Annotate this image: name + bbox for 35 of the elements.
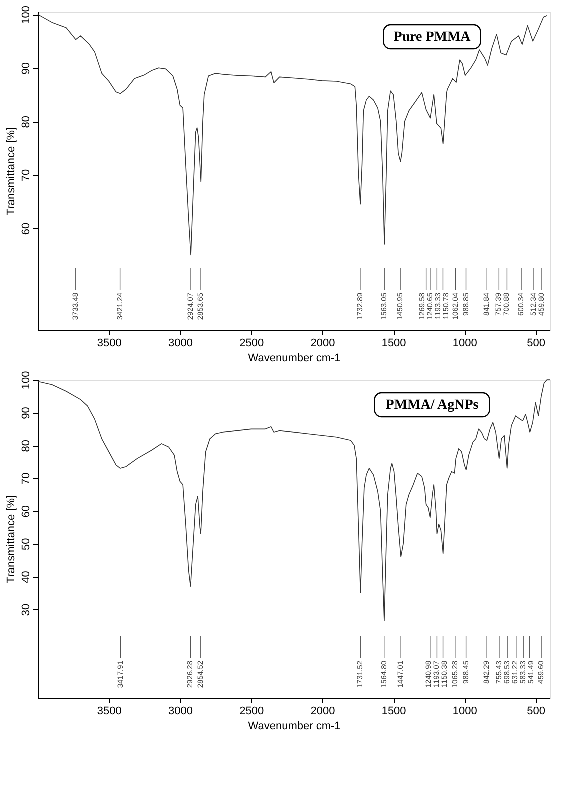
y-tick-label: 70 bbox=[20, 169, 32, 182]
text: PMMA/ AgNPs bbox=[386, 398, 480, 413]
x-tick-label: 3000 bbox=[168, 338, 193, 350]
y-tick-label: 90 bbox=[20, 407, 32, 420]
y-tick-label: 80 bbox=[20, 440, 32, 452]
x-tick-label: 1000 bbox=[452, 706, 478, 718]
x-tick-label: 3500 bbox=[97, 338, 122, 350]
x-tick-label: 3500 bbox=[97, 706, 122, 718]
y-tick-label: 70 bbox=[20, 472, 32, 485]
x-tick-label: 500 bbox=[527, 338, 546, 350]
x-tick-label: 500 bbox=[527, 706, 546, 718]
x-tick-label: 2000 bbox=[310, 338, 336, 350]
line-series bbox=[38, 14, 548, 256]
y-tick-label: 80 bbox=[20, 116, 32, 128]
y-tick-label: 60 bbox=[20, 506, 32, 518]
x-axis-title: Wavenumber cm-1 bbox=[248, 720, 341, 732]
y-tick-label: 90 bbox=[20, 62, 32, 75]
y-tick-label: 30 bbox=[20, 604, 32, 616]
x-tick-label: 1500 bbox=[382, 338, 406, 350]
y-tick-label: 60 bbox=[20, 222, 32, 236]
y-tick-label: 100 bbox=[20, 371, 32, 390]
line-series bbox=[38, 380, 550, 622]
x-tick-label: 3000 bbox=[168, 706, 193, 718]
y-axis-title: Transmittance [%] bbox=[6, 127, 18, 216]
y-tick-label: 50 bbox=[20, 538, 32, 551]
x-axis-title: Wavenumber cm-1 bbox=[248, 352, 341, 364]
text: Pure PMMA bbox=[394, 30, 472, 45]
y-tick-label: 100 bbox=[20, 6, 32, 24]
y-tick-label: 40 bbox=[20, 571, 32, 584]
x-tick-label: 2500 bbox=[240, 338, 264, 350]
x-tick-label: 1000 bbox=[452, 338, 478, 350]
x-tick-label: 2000 bbox=[310, 706, 336, 718]
y-axis-title: Transmittance [%] bbox=[6, 495, 18, 584]
x-tick-label: 1500 bbox=[382, 706, 406, 718]
x-tick-label: 2500 bbox=[240, 706, 264, 718]
